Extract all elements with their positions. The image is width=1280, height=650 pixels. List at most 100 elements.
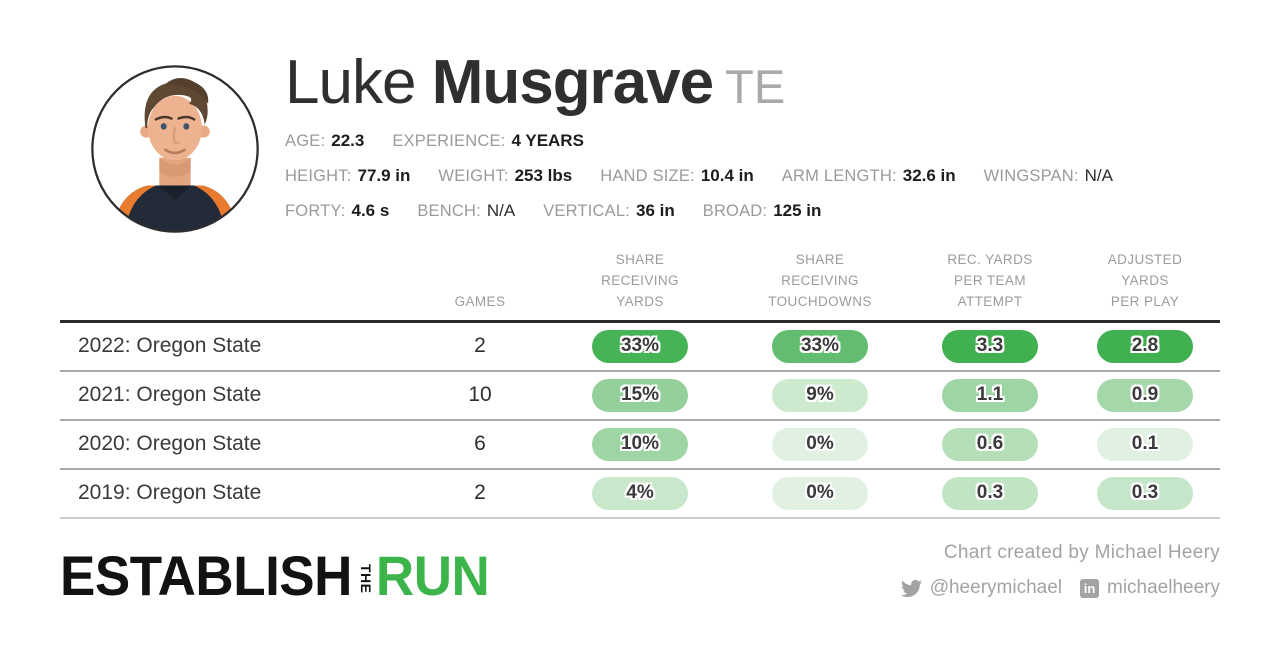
stat-pill: 0.9: [1097, 378, 1193, 412]
stat-pill: 4%: [592, 476, 688, 510]
stat-cell: 2.8: [1070, 329, 1220, 363]
stat-cell: 33%: [730, 329, 910, 363]
bio-stat: HEIGHT: 77.9 in: [285, 166, 410, 186]
credit-text: Chart created by Michael Heery: [943, 542, 1220, 563]
bio-stat: HAND SIZE: 10.4 in: [600, 166, 754, 186]
bio-stat: VERTICAL: 36 in: [543, 201, 675, 221]
column-header-4: ADJUSTED YARDS PER PLAY: [1107, 252, 1183, 309]
twitter-icon: [900, 578, 922, 599]
season-label: 2019: Oregon State: [78, 481, 262, 505]
bio-stat: WEIGHT: 253 lbs: [438, 166, 572, 186]
bio-stat-label: FORTY:: [285, 202, 346, 221]
stat-cell: 9%: [730, 378, 910, 412]
bio-stat-label: HEIGHT:: [285, 167, 352, 186]
stat-pill: 3.3: [942, 329, 1038, 363]
stat-pill: 0%: [772, 476, 868, 510]
column-header-2: SHARE RECEIVING TOUCHDOWNS: [768, 252, 872, 309]
bio-stat-value: 125 in: [773, 201, 822, 221]
bio-stat-value: 4.6 s: [351, 201, 390, 221]
table-row: 2022: Oregon State 2 33% 33% 3.3 2.8: [60, 323, 1220, 372]
bio-stat-label: WEIGHT:: [438, 167, 509, 186]
linkedin-handle-text: michaelheery: [1107, 577, 1220, 598]
season-label: 2022: Oregon State: [78, 334, 262, 358]
bio-row-0: AGE: 22.3 EXPERIENCE: 4 YEARS: [285, 131, 1141, 151]
player-header: Luke Musgrave TE AGE: 22.3 EXPERIENCE: 4 YEA…: [285, 50, 1141, 236]
stat-cell: 10%: [550, 427, 730, 461]
stat-pill: 2.8: [1097, 329, 1193, 363]
stat-cell: 0%: [730, 476, 910, 510]
bio-stat: EXPERIENCE: 4 YEARS: [392, 131, 584, 151]
linkedin-icon: in: [1080, 578, 1099, 598]
games-value: 10: [468, 383, 492, 407]
bio-stat-label: ARM LENGTH:: [781, 167, 897, 186]
stat-cell: 3.3: [910, 329, 1070, 363]
bio-stat-label: BENCH:: [417, 202, 481, 221]
games-value: 2: [474, 481, 486, 505]
stat-cell: 0.3: [1070, 476, 1220, 510]
player-last-name: Musgrave: [431, 48, 714, 117]
season-label: 2020: Oregon State: [78, 432, 262, 456]
player-first-name: Luke: [285, 48, 416, 117]
player-bio-stats: AGE: 22.3 EXPERIENCE: 4 YEARS HEIGHT: 77.9 in…: [285, 131, 1141, 221]
twitter-handle[interactable]: @heerymichael: [900, 577, 1062, 599]
table-body: 2022: Oregon State 2 33% 33% 3.3 2.8 2021: Ore…: [60, 323, 1220, 519]
column-header-1: SHARE RECEIVING YARDS: [601, 252, 679, 309]
linkedin-handle[interactable]: in michaelheery: [1080, 577, 1220, 599]
bio-stat-value: 22.3: [331, 131, 365, 151]
stat-cell: 15%: [550, 378, 730, 412]
logo-word-the: THE: [357, 563, 374, 594]
bio-stat-value: 253 lbs: [514, 166, 573, 186]
social-handles: @heerymichael in michaelheery: [900, 577, 1220, 599]
bio-stat-label: HAND SIZE:: [600, 167, 695, 186]
bio-stat-value: 4 YEARS: [511, 131, 584, 151]
stat-cell: 0.1: [1070, 427, 1220, 461]
stat-cell: 33%: [550, 329, 730, 363]
bio-stat: WINGSPAN: N/A: [984, 166, 1113, 186]
bio-stat-value: N/A: [486, 201, 516, 221]
stat-cell: 0%: [730, 427, 910, 461]
twitter-handle-text: @heerymichael: [929, 577, 1062, 598]
page-title: Luke Musgrave TE: [285, 50, 1141, 115]
credits: Chart created by Michael Heery @heerymic…: [900, 542, 1220, 599]
stat-cell: 0.3: [910, 476, 1070, 510]
bio-stat-label: AGE:: [285, 132, 326, 151]
table-row: 2019: Oregon State 2 4% 0% 0.3 0.3: [60, 470, 1220, 519]
bio-stat: BENCH: N/A: [417, 201, 515, 221]
stat-pill: 15%: [592, 378, 688, 412]
bio-stat-label: BROAD:: [702, 202, 768, 221]
stat-pill: 0%: [772, 427, 868, 461]
stat-pill: 0.3: [1097, 476, 1193, 510]
stat-pill: 0.1: [1097, 427, 1193, 461]
bio-stat-value: 36 in: [635, 201, 675, 221]
stat-pill: 9%: [772, 378, 868, 412]
bio-row-1: HEIGHT: 77.9 in WEIGHT: 253 lbs HAND SIZE: 10…: [285, 166, 1141, 186]
table-row: 2020: Oregon State 6 10% 0% 0.6 0.1: [60, 421, 1220, 470]
column-header-3: REC. YARDS PER TEAM ATTEMPT: [947, 252, 1033, 309]
avatar: [88, 62, 262, 236]
establish-the-run-logo: ESTABLISH THE RUN: [60, 545, 490, 608]
bio-stat-label: VERTICAL:: [543, 202, 630, 221]
table-row: 2021: Oregon State 10 15% 9% 1.1 0.9: [60, 372, 1220, 421]
column-header-0: GAMES: [454, 293, 506, 309]
bio-row-2: FORTY: 4.6 s BENCH: N/A VERTICAL: 36 in BROAD:…: [285, 201, 1141, 221]
season-stats-table: GAMES SHARE RECEIVING YARDS SHARE RECEIVIN…: [60, 250, 1220, 519]
season-label: 2021: Oregon State: [78, 383, 262, 407]
bio-stat: AGE: 22.3: [285, 131, 364, 151]
bio-stat: ARM LENGTH: 32.6 in: [782, 166, 956, 186]
games-value: 2: [474, 334, 486, 358]
games-value: 6: [474, 432, 486, 456]
stat-cell: 0.9: [1070, 378, 1220, 412]
bio-stat-label: WINGSPAN:: [983, 167, 1079, 186]
player-headshot-image: [91, 65, 259, 233]
bio-stat-value: 77.9 in: [357, 166, 411, 186]
player-position: TE: [725, 60, 786, 113]
footer: ESTABLISH THE RUN Chart created by Micha…: [60, 540, 1220, 625]
stat-pill: 1.1: [942, 378, 1038, 412]
logo-word-run: RUN: [375, 545, 490, 608]
logo-word-establish: ESTABLISH: [60, 545, 352, 608]
bio-stat-label: EXPERIENCE:: [392, 132, 506, 151]
stat-cell: 0.6: [910, 427, 1070, 461]
bio-stat: BROAD: 125 in: [703, 201, 822, 221]
bio-stat: FORTY: 4.6 s: [285, 201, 389, 221]
